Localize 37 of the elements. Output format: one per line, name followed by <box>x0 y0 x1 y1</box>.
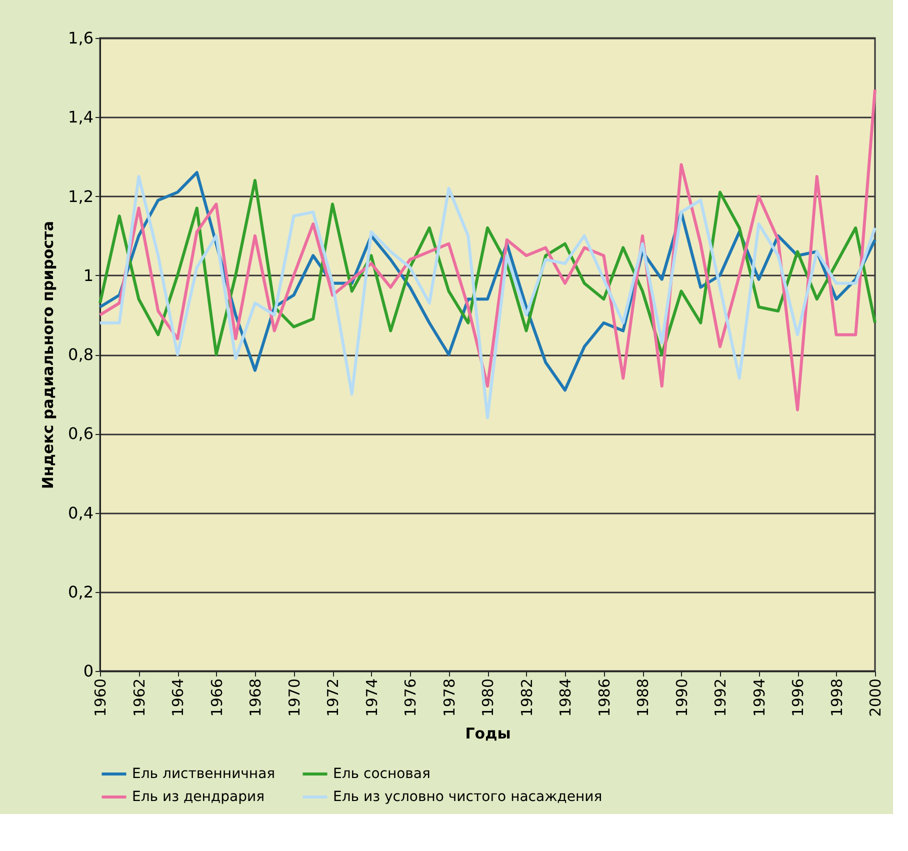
x-tick-label: 1996 <box>789 678 807 717</box>
x-axis-title: Годы <box>465 724 511 743</box>
legend-label: Ель лиственничная <box>132 766 276 782</box>
x-tick-label: 1998 <box>828 678 846 717</box>
legend-label: Ель из дендрария <box>132 789 264 805</box>
y-tick-label: 0,6 <box>68 424 94 444</box>
x-tick-label: 1978 <box>440 678 458 717</box>
y-tick-label: 1,4 <box>68 108 94 127</box>
y-tick-label: 0,2 <box>68 582 94 602</box>
y-tick-label: 1,2 <box>68 186 94 206</box>
x-tick-label: 1964 <box>169 678 187 717</box>
legend-label: Ель сосновая <box>333 766 430 782</box>
x-tick-label: 1976 <box>402 678 420 717</box>
y-tick-label: 0 <box>83 662 94 680</box>
x-tick-label: 1986 <box>595 678 614 717</box>
y-tick-label: 0,8 <box>68 345 94 364</box>
y-axis-title: Индекс радиального прироста <box>39 221 58 489</box>
y-tick-label: 1,6 <box>68 28 94 48</box>
x-tick-label: 1980 <box>479 678 497 717</box>
x-tick-label: 1962 <box>130 678 148 717</box>
x-tick-label: 1968 <box>246 678 264 717</box>
y-tick-label: 1 <box>83 266 94 285</box>
y-tick-label: 0,4 <box>68 503 94 522</box>
x-tick-label: 1972 <box>324 678 342 717</box>
x-tick-label: 1966 <box>208 678 226 717</box>
x-tick-label: 2000 <box>866 678 884 717</box>
x-tick-label: 1988 <box>634 678 652 717</box>
legend-label: Ель из условно чистого насаждения <box>333 789 602 805</box>
x-tick-label: 1984 <box>556 678 574 717</box>
x-tick-label: 1960 <box>92 678 110 717</box>
x-tick-label: 1992 <box>712 678 730 717</box>
x-tick-label: 1970 <box>285 678 304 717</box>
x-tick-label: 1994 <box>750 678 768 717</box>
x-tick-label: 1974 <box>362 678 381 717</box>
x-tick-label: 1982 <box>518 678 536 717</box>
line-series <box>98 88 876 412</box>
x-tick-label: 1990 <box>672 678 691 717</box>
